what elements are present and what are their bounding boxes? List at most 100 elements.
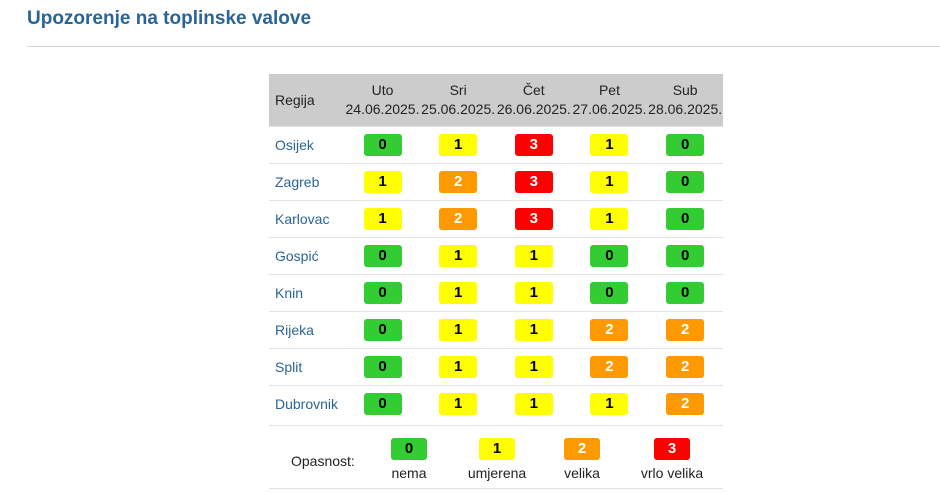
warning-level-badge: 0: [666, 171, 705, 193]
level-cell: 3: [495, 163, 572, 201]
level-cell: 0: [647, 237, 723, 275]
day-date: 26.06.2025.: [496, 101, 571, 117]
region-link[interactable]: Zagreb: [275, 174, 320, 190]
region-link[interactable]: Osijek: [275, 137, 314, 153]
level-cell: 1: [571, 163, 648, 201]
legend-item-nema: 0 nema: [364, 438, 454, 481]
heatwave-warning-table: Regija Uto 24.06.2025. Sri 25.06.2025. Čet…: [269, 74, 723, 422]
level-cell: 1: [420, 237, 496, 275]
warning-level-badge: 0: [363, 393, 402, 415]
warning-level-badge: 1: [590, 171, 629, 193]
legend-badge: 3: [654, 438, 690, 460]
level-cell: 1: [420, 311, 496, 349]
warning-level-badge: 1: [439, 245, 478, 267]
level-cell: 2: [571, 348, 648, 386]
warning-level-badge: 0: [590, 245, 629, 267]
level-cell: 3: [495, 126, 572, 164]
day-column-header: Pet 27.06.2025.: [571, 74, 648, 127]
table-body: Osijek 0 1 3 1 0 Zagreb 1 2 3 1 0 Karlovac 1 2 3 1 0 Gospi…: [269, 126, 723, 422]
region-link[interactable]: Knin: [275, 285, 304, 301]
warning-level-badge: 1: [514, 282, 553, 304]
warning-level-badge: 1: [514, 356, 553, 378]
page-title: Upozorenje na toplinske valove: [27, 8, 312, 29]
level-cell: 0: [344, 385, 421, 422]
level-cell: 1: [495, 237, 572, 275]
level-cell: 1: [571, 385, 648, 422]
level-cell: 2: [647, 385, 723, 422]
warning-level-badge: 3: [514, 134, 553, 156]
warning-level-badge: 1: [514, 393, 553, 415]
level-cell: 1: [495, 311, 572, 349]
warning-level-badge: 1: [439, 319, 478, 341]
table-row: Rijeka 0 1 1 2 2: [269, 311, 723, 349]
level-cell: 1: [420, 348, 496, 386]
warning-level-badge: 2: [666, 356, 705, 378]
warning-level-badge: 1: [439, 356, 478, 378]
day-column-header: Čet 26.06.2025.: [495, 74, 572, 127]
table-row: Zagreb 1 2 3 1 0: [269, 163, 723, 201]
day-date: 24.06.2025.: [345, 101, 420, 117]
warning-level-badge: 0: [363, 134, 402, 156]
level-cell: 0: [647, 200, 723, 238]
day-name: Pet: [598, 82, 620, 98]
region-cell: Split: [269, 348, 345, 386]
warning-level-badge: 2: [439, 171, 478, 193]
level-cell: 1: [344, 200, 421, 238]
warning-level-badge: 2: [666, 393, 705, 415]
warning-level-badge: 2: [439, 208, 478, 230]
warning-level-badge: 0: [363, 356, 402, 378]
warning-level-badge: 3: [514, 208, 553, 230]
warning-level-badge: 1: [363, 208, 402, 230]
region-cell: Dubrovnik: [269, 385, 345, 422]
warning-level-badge: 1: [590, 208, 629, 230]
level-cell: 0: [344, 348, 421, 386]
region-cell: Gospić: [269, 237, 345, 275]
warning-level-badge: 1: [439, 282, 478, 304]
table-header-row: Regija Uto 24.06.2025. Sri 25.06.2025. Čet…: [269, 74, 723, 127]
level-cell: 2: [420, 200, 496, 238]
region-link[interactable]: Rijeka: [275, 322, 314, 338]
level-cell: 1: [420, 126, 496, 164]
region-column-header: Regija: [269, 74, 345, 127]
legend-badge: 2: [564, 438, 600, 460]
level-cell: 1: [495, 348, 572, 386]
legend-text: vrlo velika: [640, 465, 704, 481]
warning-level-badge: 2: [590, 356, 629, 378]
level-cell: 0: [344, 311, 421, 349]
level-cell: 1: [495, 385, 572, 422]
region-link[interactable]: Karlovac: [275, 211, 330, 227]
warning-level-badge: 0: [590, 282, 629, 304]
region-link[interactable]: Dubrovnik: [275, 396, 339, 412]
day-name: Sub: [672, 82, 698, 98]
table-row: Split 0 1 1 2 2: [269, 348, 723, 386]
day-date: 25.06.2025.: [421, 101, 496, 117]
level-cell: 0: [571, 274, 648, 312]
warning-level-badge: 1: [439, 393, 478, 415]
level-cell: 2: [420, 163, 496, 201]
warning-level-badge: 0: [363, 245, 402, 267]
legend-text: umjerena: [467, 465, 527, 481]
region-link[interactable]: Split: [275, 359, 303, 375]
region-cell: Osijek: [269, 126, 345, 164]
level-cell: 0: [344, 274, 421, 312]
warning-level-badge: 0: [666, 282, 705, 304]
level-cell: 0: [344, 126, 421, 164]
region-cell: Rijeka: [269, 311, 345, 349]
warning-level-badge: 3: [514, 171, 553, 193]
warning-level-badge: 1: [514, 245, 553, 267]
legend-badge: 0: [391, 438, 427, 460]
level-cell: 2: [647, 311, 723, 349]
title-divider: [27, 46, 940, 47]
day-column-header: Uto 24.06.2025.: [344, 74, 421, 127]
region-link[interactable]: Gospić: [275, 248, 319, 264]
warning-level-badge: 0: [666, 208, 705, 230]
region-cell: Zagreb: [269, 163, 345, 201]
legend-label: Opasnost:: [291, 453, 355, 469]
legend-item-vrlo-velika: 3 vrlo velika: [627, 438, 717, 481]
level-cell: 2: [647, 348, 723, 386]
level-cell: 0: [647, 163, 723, 201]
day-date: 27.06.2025.: [572, 101, 647, 117]
level-cell: 0: [647, 274, 723, 312]
level-cell: 1: [495, 274, 572, 312]
level-cell: 1: [420, 274, 496, 312]
